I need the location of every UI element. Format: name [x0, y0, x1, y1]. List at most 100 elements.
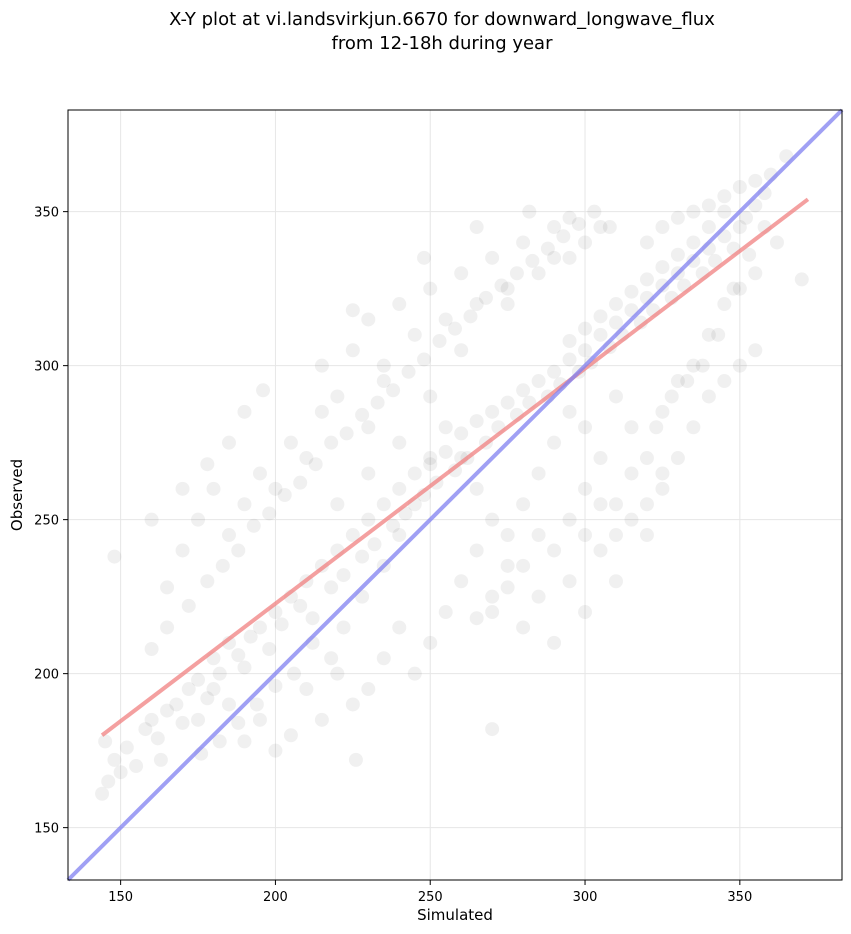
scatter-point [655, 260, 670, 275]
scatter-point [701, 198, 716, 213]
scatter-point [113, 765, 128, 780]
scatter-point [516, 558, 531, 573]
scatter-point [531, 266, 546, 281]
y-tick-label: 200 [34, 668, 59, 683]
scatter-point [314, 404, 329, 419]
scatter-point [305, 611, 320, 626]
scatter-point [175, 715, 190, 730]
scatter-point [670, 451, 685, 466]
scatter-point [571, 216, 586, 231]
scatter-point [345, 303, 360, 318]
y-axis-label: Observed [8, 459, 26, 531]
scatter-point [336, 620, 351, 635]
scatter-point [717, 204, 732, 219]
scatter-point [200, 457, 215, 472]
scatter-point [639, 451, 654, 466]
scatter-point [639, 497, 654, 512]
scatter-point [361, 312, 376, 327]
scatter-point [485, 589, 500, 604]
scatter-point [469, 481, 484, 496]
scatter-point [200, 691, 215, 706]
scatter-point [531, 374, 546, 389]
scatter-point [221, 528, 236, 543]
scatter-point [386, 383, 401, 398]
scatter-point [160, 703, 175, 718]
scatter-point [308, 457, 323, 472]
scatter-point [500, 558, 515, 573]
scatter-point [748, 173, 763, 188]
scatter-point [670, 247, 685, 262]
scatter-point [494, 278, 509, 293]
scatter-point [206, 481, 221, 496]
scatter-point [252, 712, 267, 727]
scatter-point [670, 374, 685, 389]
scatter-point [407, 666, 422, 681]
scatter-point [608, 297, 623, 312]
scatter-point [423, 451, 438, 466]
scatter-point [562, 210, 577, 225]
chart-title: X-Y plot at vi.landsvirkjun.6670 for dow… [169, 9, 715, 30]
scatter-point [469, 297, 484, 312]
scatter-point [655, 466, 670, 481]
scatter-point [256, 383, 271, 398]
x-tick-label: 300 [573, 890, 598, 905]
scatter-point [101, 774, 116, 789]
scatter-point [608, 389, 623, 404]
scatter-point [376, 651, 391, 666]
scatter-point [95, 786, 110, 801]
scatter-point [345, 697, 360, 712]
scatter-point [144, 712, 159, 727]
scatter-point [469, 220, 484, 235]
scatter-point [639, 528, 654, 543]
scatter-point [701, 389, 716, 404]
scatter-point [417, 250, 432, 265]
scatter-point [686, 235, 701, 250]
scatter-point [432, 334, 447, 348]
scatter-point [500, 528, 515, 543]
scatter-point [593, 543, 608, 558]
scatter-point [299, 682, 314, 697]
scatter-point [246, 518, 261, 533]
scatter-point [639, 235, 654, 250]
scatter-point [231, 648, 246, 663]
scatter-point [701, 327, 716, 342]
scatter-point [478, 290, 493, 305]
scatter-point [732, 220, 747, 235]
scatter-point [144, 512, 159, 527]
scatter-point [243, 629, 258, 644]
scatter-point [547, 220, 562, 235]
x-axis-label: Simulated [417, 906, 493, 924]
scatter-point [516, 383, 531, 398]
scatter-point [655, 278, 670, 293]
scatter-point [711, 327, 726, 342]
x-tick-label: 350 [727, 890, 752, 905]
scatter-point [407, 327, 422, 342]
scatter-point [701, 220, 716, 235]
scatter-point [324, 651, 339, 666]
scatter-point [608, 528, 623, 543]
scatter-point [221, 697, 236, 712]
scatter-point [249, 697, 264, 712]
scatter-point [717, 189, 732, 204]
scatter-point [283, 435, 298, 450]
scatter-point [277, 488, 292, 502]
scatter-point [562, 352, 577, 367]
scatter-point [531, 528, 546, 543]
scatter-point [794, 272, 809, 287]
scatter-point [200, 574, 215, 589]
scatter-point [509, 266, 524, 281]
scatter-point [500, 395, 515, 410]
scatter-point [732, 281, 747, 296]
scatter-point [547, 364, 562, 379]
scatter-point [262, 642, 277, 656]
scatter-point [293, 475, 308, 490]
scatter-point [587, 204, 602, 219]
scatter-point [485, 404, 500, 419]
scatter-point [339, 426, 354, 441]
scatter-point [252, 620, 267, 635]
scatter-point [262, 506, 277, 521]
scatter-point [237, 497, 252, 512]
scatter-point [330, 389, 345, 404]
scatter-point [150, 731, 165, 746]
scatter-point [732, 180, 747, 194]
